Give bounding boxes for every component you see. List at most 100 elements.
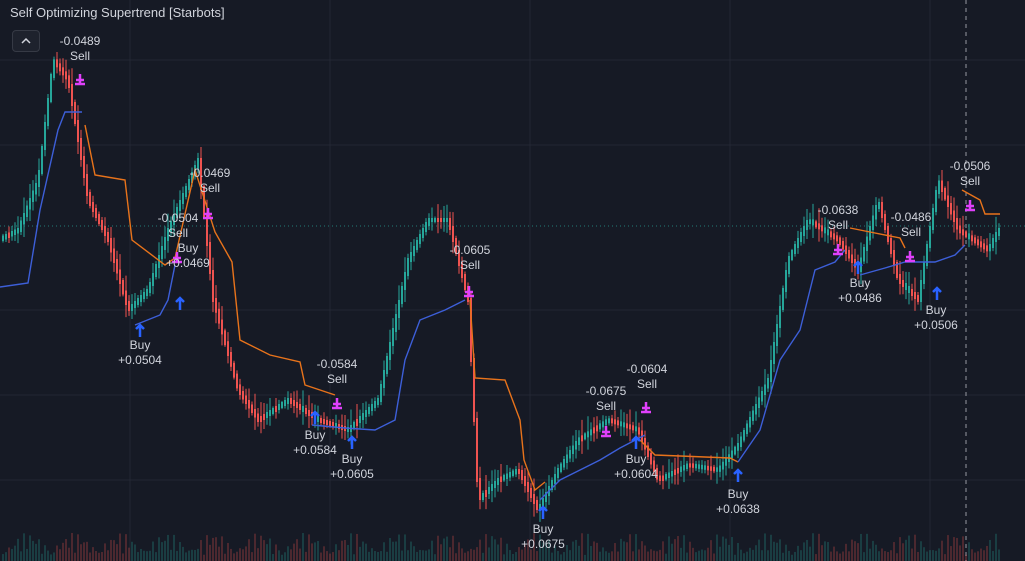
volume-bar <box>434 554 436 561</box>
candle-body <box>299 404 301 410</box>
candle-body <box>938 180 940 194</box>
volume-bar <box>218 546 220 561</box>
candle-body <box>926 244 928 266</box>
candle-body <box>593 427 595 434</box>
volume-bar <box>707 547 709 561</box>
volume-bar <box>761 550 763 561</box>
volume-bar <box>113 540 115 561</box>
candle-body <box>530 488 532 498</box>
volume-bar <box>275 544 277 561</box>
signal-label: -0.0506 <box>950 159 991 173</box>
candle-body <box>503 475 505 481</box>
candle-body <box>722 461 724 470</box>
candle-body <box>560 463 562 472</box>
candle-body <box>836 235 838 242</box>
candle-body <box>26 205 28 217</box>
candle-body <box>353 422 355 429</box>
candle-body <box>713 466 715 472</box>
volume-bar <box>887 552 889 561</box>
volume-bar <box>935 550 937 561</box>
sell-marker <box>833 244 843 256</box>
volume-bar <box>728 544 730 561</box>
candle-body <box>809 219 811 224</box>
volume-bar <box>530 549 532 561</box>
candle-body <box>131 304 133 311</box>
candle-body <box>611 418 613 424</box>
volume-bar <box>305 551 307 561</box>
volume-bar <box>359 546 361 561</box>
candle-body <box>983 243 985 250</box>
volume-bar <box>929 550 931 561</box>
candle-body <box>515 469 517 475</box>
volume-bar <box>380 551 382 561</box>
candle-body <box>8 232 10 238</box>
volume-bar <box>410 541 412 561</box>
candle-body <box>323 419 325 424</box>
candle-body <box>617 420 619 426</box>
collapse-button[interactable] <box>12 30 40 52</box>
candle-body <box>974 237 976 244</box>
candle-body <box>953 210 955 222</box>
candle-body <box>44 122 46 150</box>
volume-bar <box>698 550 700 561</box>
candle-body <box>710 466 712 471</box>
signal-label: -0.0469 <box>190 166 231 180</box>
signal-label: Sell <box>200 181 220 195</box>
candle-body <box>320 418 322 423</box>
volume-bar <box>968 542 970 561</box>
volume-bar <box>347 544 349 561</box>
volume-bar <box>104 543 106 561</box>
volume-bar <box>809 546 811 561</box>
candle-body <box>437 218 439 222</box>
sell-marker <box>203 208 213 220</box>
volume-bar <box>95 551 97 561</box>
volume-bar <box>35 543 37 561</box>
candle-body <box>527 482 529 492</box>
buy-arrow <box>853 260 863 274</box>
supertrend-lower <box>134 264 176 326</box>
candle-body <box>239 384 241 395</box>
volume-bar <box>398 534 400 561</box>
candle-body <box>77 120 79 142</box>
volume-bar <box>461 548 463 561</box>
candle-body <box>701 464 703 470</box>
candle-body <box>155 264 157 277</box>
volume-bar <box>251 552 253 561</box>
volume-bar <box>8 547 10 561</box>
buy-arrow <box>347 435 357 449</box>
volume-bar <box>293 543 295 561</box>
candle-body <box>56 59 58 68</box>
volume-bar <box>329 553 331 561</box>
signal-label: Buy <box>178 241 199 255</box>
signal-label: +0.0469 <box>166 256 210 270</box>
candle-body <box>5 234 7 240</box>
candle-body <box>164 237 166 250</box>
candle-body <box>998 228 1000 236</box>
volume-bar <box>953 537 955 561</box>
candle-body <box>893 250 895 266</box>
candle-body <box>383 370 385 388</box>
indicator-title: Self Optimizing Supertrend [Starbots] <box>10 5 225 20</box>
candle-body <box>968 233 970 240</box>
volume-bar <box>152 541 154 561</box>
candle-body <box>434 218 436 222</box>
volume-bar <box>161 542 163 561</box>
volume-bar <box>647 551 649 561</box>
candle-body <box>347 427 349 432</box>
volume-bar <box>608 552 610 561</box>
sell-marker <box>641 402 651 414</box>
volume-bar <box>56 545 58 561</box>
volume-bar <box>296 539 298 561</box>
volume-bar <box>545 542 547 561</box>
supertrend-lower <box>539 434 646 501</box>
volume-bar <box>959 545 961 561</box>
candle-body <box>416 240 418 250</box>
supertrend-upper <box>961 189 1000 215</box>
candle-body <box>911 289 913 296</box>
volume-bar <box>377 551 379 561</box>
candle-body <box>638 427 640 435</box>
candle-body <box>413 246 415 256</box>
volume-bar <box>941 540 943 561</box>
candle-body <box>359 416 361 423</box>
volume-bar <box>182 546 184 561</box>
